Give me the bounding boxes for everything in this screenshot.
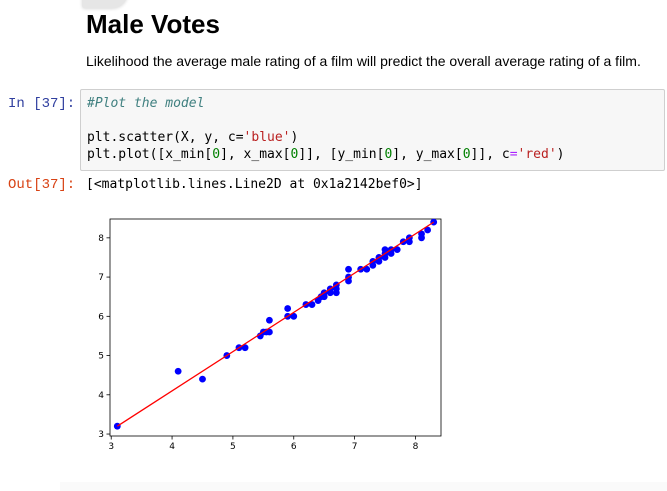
scatter-point [381,246,389,254]
x-tick-label: 8 [413,442,419,452]
next-cell-edge [60,482,667,491]
y-tick-label: 8 [98,234,104,244]
input-prompt: In [37]: [8,96,76,112]
code-text: plt.plot([x_min[ [87,147,213,162]
code-text: plt.scatter(X, y, c= [87,130,244,145]
y-tick-label: 3 [98,430,104,440]
y-tick-label: 4 [98,391,104,401]
markdown-heading: Male Votes [86,9,220,39]
code-string: 'red' [517,147,557,162]
code-text: ]], [y_min[ [298,147,385,162]
y-tick-label: 5 [98,352,104,362]
code-comment: #Plot the model [87,96,205,111]
scatter-point [241,344,249,352]
scatter-point [113,422,121,430]
scatter-point [418,230,425,238]
x-tick-label: 6 [291,442,297,452]
code-number: 0 [290,147,299,162]
x-tick-label: 4 [169,442,175,452]
output-text: [<matplotlib.lines.Line2D at 0x1a2142bef… [86,177,423,192]
scatter-point [345,265,352,273]
code-editor[interactable]: #Plot the model plt.scatter(X, y, c='blu… [87,95,564,163]
markdown-description: Likelihood the average male rating of a … [86,53,641,69]
scatter-point [308,301,316,308]
scatter-point [266,316,273,324]
code-text: ], y_max[ [392,147,463,162]
output-prompt: Out[37]: [8,177,76,193]
scatter-point [199,375,206,383]
code-string: 'blue' [243,130,291,145]
code-number: 0 [462,147,471,162]
y-tick-label: 7 [98,273,104,283]
x-tick-label: 3 [108,442,114,452]
x-tick-label: 7 [352,442,358,452]
scatter-point [424,226,432,234]
code-number: 0 [384,147,393,162]
scatter-point [290,312,298,320]
scatter-point [284,305,292,312]
code-cell[interactable]: #Plot the model plt.scatter(X, y, c='blu… [80,89,665,171]
code-text: ]], c [470,147,510,162]
scatter-point [393,246,401,254]
scatter-point [174,367,182,375]
code-text: ) [290,130,299,145]
scatter-point [266,328,273,336]
code-text: ) [556,147,565,162]
regression-line [116,221,435,427]
code-operator: = [509,147,518,162]
header-decoration [82,0,128,8]
y-tick-label: 6 [98,312,104,322]
scatter-plot: 3 4 5 6 7 8 3 4 5 6 7 8 [98,218,442,452]
scatter-point [363,265,371,273]
code-text: ], x_max[ [220,147,291,162]
x-tick-label: 5 [230,442,236,452]
code-number: 0 [212,147,221,162]
